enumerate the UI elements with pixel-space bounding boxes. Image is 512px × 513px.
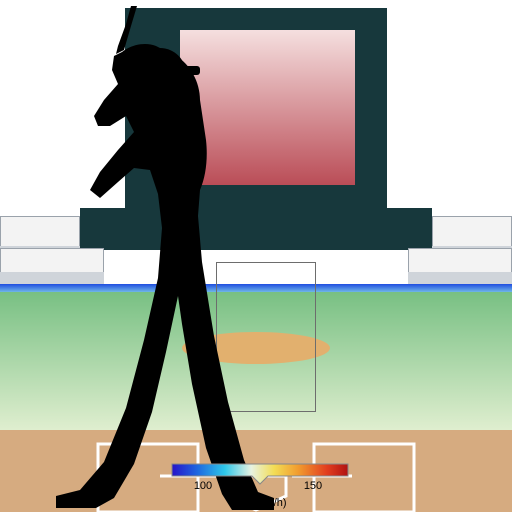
batter-silhouette-icon (0, 0, 512, 512)
pitch-speed-scene: 100 150 球速(km/h) (0, 0, 512, 512)
